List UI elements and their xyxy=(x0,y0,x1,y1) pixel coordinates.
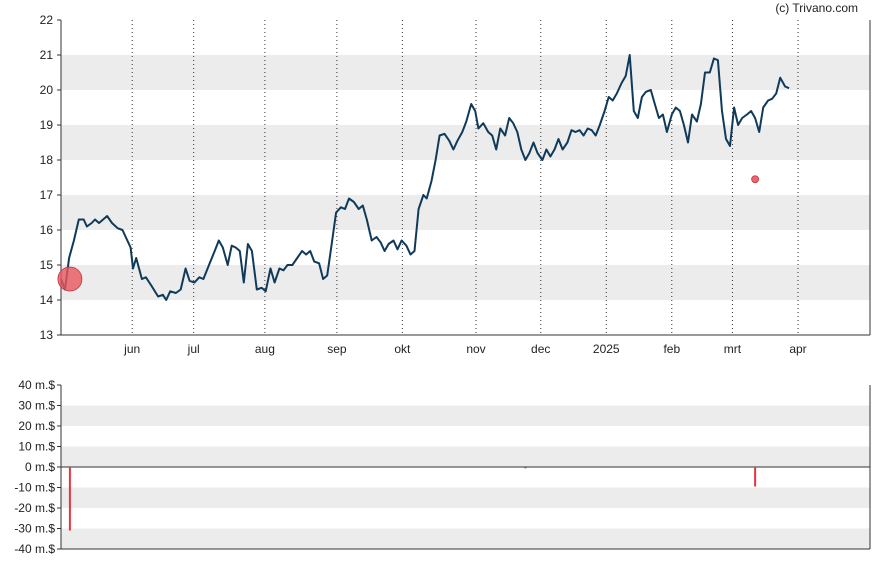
x-tick-label: dec xyxy=(531,342,550,356)
y-tick-label: 17 xyxy=(40,188,54,202)
x-tick-label: sep xyxy=(327,342,347,356)
price-grid-band xyxy=(61,195,870,230)
volume-grid-band xyxy=(61,405,870,426)
y-tick-label: 22 xyxy=(40,13,54,27)
x-tick-label: jul xyxy=(187,342,200,356)
price-grid-band xyxy=(61,125,870,160)
x-tick-label: 2025 xyxy=(593,342,620,356)
price-grid-band xyxy=(61,55,870,90)
y-tick-label: 21 xyxy=(40,48,54,62)
y-tick-label: 15 xyxy=(40,258,54,272)
trade-marker xyxy=(57,266,83,292)
volume-y-tick-label: 30 m.$ xyxy=(18,399,55,413)
y-tick-label: 19 xyxy=(40,118,54,132)
volume-y-tick-label: -40 m.$ xyxy=(14,542,55,556)
credit-text: (c) Trivano.com xyxy=(775,1,858,15)
volume-grid-band xyxy=(61,528,870,549)
volume-y-tick-label: 0 m.$ xyxy=(25,460,55,474)
trade-marker xyxy=(751,175,760,184)
y-tick-label: 14 xyxy=(40,293,54,307)
y-tick-label: 13 xyxy=(40,328,54,342)
x-tick-label: okt xyxy=(394,342,411,356)
x-tick-label: apr xyxy=(789,342,806,356)
volume-y-tick-label: -10 m.$ xyxy=(14,481,55,495)
y-tick-label: 20 xyxy=(40,83,54,97)
x-tick-label: feb xyxy=(663,342,680,356)
volume-grid-band xyxy=(61,487,870,508)
x-tick-label: jun xyxy=(123,342,140,356)
volume-y-tick-label: 20 m.$ xyxy=(18,419,55,433)
volume-y-tick-label: 40 m.$ xyxy=(18,378,55,392)
volume-grid-band xyxy=(61,446,870,467)
x-tick-label: mrt xyxy=(724,342,742,356)
volume-y-tick-label: 10 m.$ xyxy=(18,440,55,454)
price-line xyxy=(60,54,790,301)
x-tick-label: aug xyxy=(255,342,275,356)
y-tick-label: 16 xyxy=(40,223,54,237)
x-tick-label: nov xyxy=(466,342,485,356)
volume-y-tick-label: -20 m.$ xyxy=(14,501,55,515)
y-tick-label: 18 xyxy=(40,153,54,167)
volume-y-tick-label: -30 m.$ xyxy=(14,522,55,536)
